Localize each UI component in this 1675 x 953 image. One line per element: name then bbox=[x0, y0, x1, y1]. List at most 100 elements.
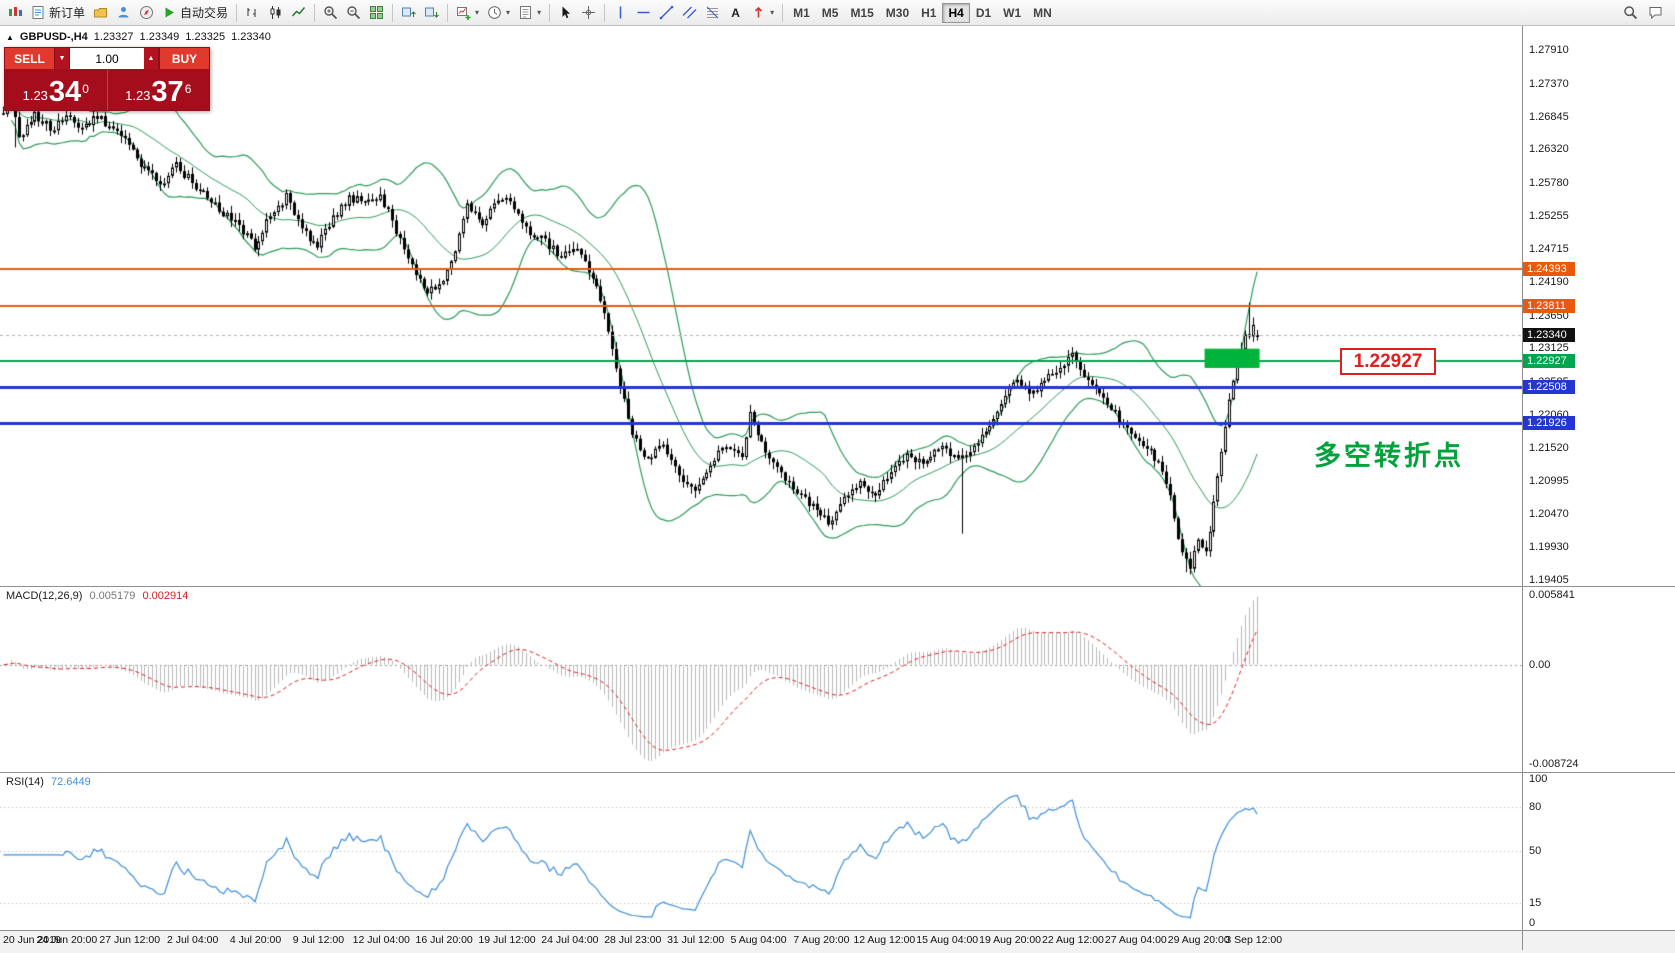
volume-input[interactable] bbox=[70, 48, 144, 69]
timeframe-w1-button[interactable]: W1 bbox=[997, 3, 1027, 23]
price-scale-label: 1.20995 bbox=[1529, 475, 1569, 487]
line-chart-icon bbox=[291, 5, 306, 20]
timeframe-h4-button[interactable]: H4 bbox=[942, 2, 970, 23]
time-axis-label: 7 Aug 20:00 bbox=[793, 934, 850, 946]
timeframe-m15-button[interactable]: M15 bbox=[844, 3, 879, 23]
volume-decrease-button[interactable]: ▼ bbox=[55, 48, 70, 69]
price-level-label[interactable]: 1.22927 bbox=[1340, 348, 1436, 375]
toolbar-separator bbox=[549, 3, 551, 22]
time-axis-label: 27 Aug 04:00 bbox=[1104, 934, 1167, 946]
market-watch-button[interactable] bbox=[112, 2, 135, 24]
timeframe-m1-button-label: M1 bbox=[793, 5, 810, 20]
sell-button[interactable]: SELL bbox=[5, 48, 55, 69]
time-axis-label: 31 Jul 12:00 bbox=[667, 934, 725, 946]
horizontal-line-tool-button[interactable] bbox=[632, 2, 655, 24]
timeframe-h1-button[interactable]: H1 bbox=[915, 3, 942, 23]
timeframe-w1-button-label: W1 bbox=[1003, 5, 1022, 20]
zoom-in-button[interactable] bbox=[319, 2, 342, 24]
vline-icon bbox=[613, 5, 628, 20]
time-axis[interactable]: 20 Jun 2019 24 Jun 20:00 27 Jun 12:00 2 Jul… bbox=[0, 930, 1675, 950]
time-axis-label: 12 Jul 04:00 bbox=[352, 934, 410, 946]
periods-button[interactable]: ▾ bbox=[483, 2, 514, 24]
line-chart-button[interactable] bbox=[287, 2, 310, 24]
new-order-button-label: 新订单 bbox=[49, 6, 86, 20]
macd-canvas[interactable] bbox=[0, 587, 1522, 771]
rsi-header: RSI(14) 72.6449 bbox=[6, 776, 91, 788]
rsi-scale[interactable]: 100 80 50 15 0 bbox=[1522, 773, 1675, 930]
time-axis-label: 12 Aug 12:00 bbox=[853, 934, 916, 946]
dropdown-caret-icon: ▾ bbox=[537, 8, 542, 17]
candlestick-chart-button[interactable] bbox=[264, 2, 287, 24]
time-axis-label: 29 Aug 20:00 bbox=[1167, 934, 1230, 946]
autotrading-button[interactable]: 自动交易 bbox=[158, 2, 232, 24]
timeframe-m5-button[interactable]: M5 bbox=[816, 3, 845, 23]
svg-text:A: A bbox=[731, 6, 740, 20]
template-icon bbox=[518, 5, 533, 20]
rsi-canvas[interactable] bbox=[0, 773, 1522, 929]
macd-scale[interactable]: 0.005841 0.00 -0.008724 bbox=[1522, 587, 1675, 772]
price-scale-label: 1.27910 bbox=[1529, 44, 1569, 56]
price-chart-canvas[interactable] bbox=[0, 26, 1522, 586]
price-scale-label: 1.24190 bbox=[1529, 276, 1569, 288]
chat-button[interactable] bbox=[1644, 2, 1667, 24]
price-scale-label: 1.25780 bbox=[1529, 177, 1569, 189]
price-scale[interactable]: 1.27910 1.27370 1.26845 1.26320 1.25780 1.252… bbox=[1522, 26, 1675, 586]
ohlc-low: 1.23325 bbox=[185, 31, 226, 43]
price-level-badge: 1.22927 bbox=[1523, 354, 1575, 368]
time-axis-label: 22 Aug 12:00 bbox=[1042, 934, 1104, 946]
toolbar: 新订单 自动交易 ▾ ▾ ▾ A ▾ M1 M5 M15 M30 H1 H4 D1 W1 MN bbox=[0, 0, 1675, 26]
new-order-button[interactable]: 新订单 bbox=[27, 2, 89, 24]
timeframe-m1-button[interactable]: M1 bbox=[787, 3, 816, 23]
navigator-button[interactable] bbox=[135, 2, 158, 24]
templates-button[interactable]: ▾ bbox=[514, 2, 545, 24]
time-axis-label: 19 Aug 20:00 bbox=[979, 934, 1042, 946]
sell-price-display[interactable]: 1.23 34 0 bbox=[5, 69, 107, 110]
trendline-tool-button[interactable] bbox=[655, 2, 678, 24]
arrange-windows-button[interactable] bbox=[397, 2, 420, 24]
buy-price-sup: 6 bbox=[184, 82, 192, 96]
one-click-trading-panel: SELL ▼ ▲ BUY 1.23 34 0 1.23 37 bbox=[4, 47, 210, 111]
cursor-tool-button[interactable] bbox=[554, 2, 577, 24]
price-scale-label: 1.23650 bbox=[1529, 310, 1569, 322]
fibonacci-tool-button[interactable] bbox=[701, 2, 724, 24]
sell-price-int: 1.23 bbox=[22, 88, 48, 103]
profiles-button[interactable] bbox=[89, 2, 112, 24]
timeframe-d1-button[interactable]: D1 bbox=[970, 3, 997, 23]
sell-price-big: 34 bbox=[48, 76, 82, 108]
macd-label: MACD(12,26,9) bbox=[6, 590, 83, 602]
price-scale-label: 1.26845 bbox=[1529, 111, 1569, 123]
time-axis-label: 28 Jul 23:00 bbox=[604, 934, 662, 946]
current-price-badge: 1.23340 bbox=[1523, 328, 1575, 342]
search-button[interactable] bbox=[1619, 2, 1642, 24]
cascade-windows-button[interactable] bbox=[420, 2, 443, 24]
time-axis-label: 2 Jul 04:00 bbox=[166, 934, 219, 946]
volume-increase-button[interactable]: ▲ bbox=[144, 48, 159, 69]
dropdown-caret-icon: ▾ bbox=[770, 8, 775, 17]
rsi-scale-label: 50 bbox=[1529, 845, 1542, 857]
rsi-scale-label: 100 bbox=[1529, 773, 1548, 785]
ohlc-high: 1.23349 bbox=[139, 31, 180, 43]
crosshair-icon bbox=[581, 5, 596, 20]
timeframe-h4-button-label: H4 bbox=[948, 5, 964, 20]
chat-icon bbox=[1648, 5, 1663, 20]
vertical-line-tool-button[interactable] bbox=[609, 2, 632, 24]
cursor-icon bbox=[558, 5, 573, 20]
new-chart-button[interactable]: ▾ bbox=[452, 2, 483, 24]
buy-price-display[interactable]: 1.23 37 6 bbox=[106, 69, 210, 110]
buy-button[interactable]: BUY bbox=[159, 48, 209, 69]
caret-up-icon: ▲ bbox=[147, 55, 155, 62]
crosshair-tool-button[interactable] bbox=[577, 2, 600, 24]
bar-chart-icon bbox=[245, 5, 260, 20]
price-scale-label: 1.24715 bbox=[1529, 243, 1569, 255]
channel-tool-button[interactable] bbox=[678, 2, 701, 24]
toolbar-separator bbox=[392, 3, 394, 22]
arrows-tool-button[interactable]: ▾ bbox=[747, 2, 778, 24]
tile-windows-button[interactable] bbox=[365, 2, 388, 24]
macd-header: MACD(12,26,9) 0.005179 0.002914 bbox=[6, 590, 188, 602]
timeframe-mn-button[interactable]: MN bbox=[1027, 3, 1058, 23]
zoom-out-button[interactable] bbox=[342, 2, 365, 24]
bar-chart-button[interactable] bbox=[241, 2, 264, 24]
timeframe-m30-button[interactable]: M30 bbox=[880, 3, 915, 23]
text-tool-button[interactable]: A bbox=[724, 2, 747, 24]
